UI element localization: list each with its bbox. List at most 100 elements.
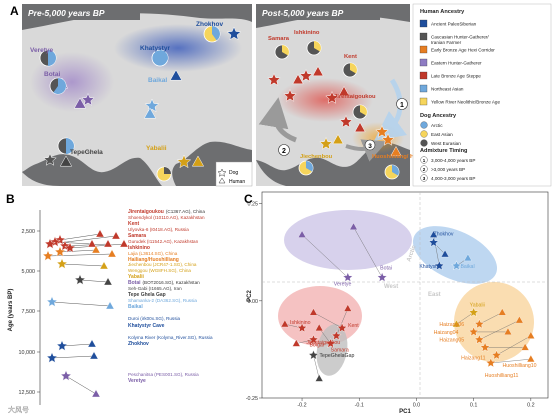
- b-dog-markers: [42, 233, 86, 381]
- b-entry-label: Ulyovka-6 (I0418.AG), Russia: [128, 227, 189, 232]
- legend-dog-title: Dog Ancestry: [420, 113, 457, 119]
- pca-link: [479, 312, 503, 325]
- left-site-tepeghela: TepeGhela: [43, 137, 103, 167]
- timing-marker-2: 2: [278, 144, 290, 156]
- pca-link: [456, 312, 474, 325]
- pca-human-triangle: [498, 308, 507, 316]
- left-site-label: Yabalii: [146, 145, 167, 152]
- left-site-label: Baikal: [148, 77, 167, 84]
- b-entry-label: Seh-Gabi (I1665.AG), Iran: [128, 286, 182, 291]
- b-dog-star: [56, 339, 68, 351]
- legend-panel: Human Ancestry Ancient PaleoSiberian Cauc…: [412, 3, 552, 187]
- pca-ticks: -0.2 -0.1 0.0 0.1 0.2 -0.25 0.00 0.25: [246, 202, 535, 409]
- b-link: [61, 343, 93, 347]
- legend-timing-num: 2: [423, 167, 426, 172]
- pca-dog-star: [434, 260, 445, 271]
- left-site-botai: Botai: [44, 71, 95, 109]
- pca-human-triangle: [526, 354, 535, 363]
- pca-point-label: Huoshilliang10: [503, 363, 537, 369]
- pca-dog-star: [468, 326, 479, 337]
- right-site-jiechenbou: Jiechenbou: [298, 133, 344, 176]
- legend-dog-item: East Asian: [420, 130, 453, 138]
- b-entry-label: Samara: [128, 233, 146, 239]
- hull-purple: [284, 210, 412, 270]
- b-entry-label: Shoendykol (I10110.AG), Kazakhstan: [128, 215, 205, 220]
- pca-human-triangle: [292, 339, 301, 347]
- pca-human-triangle: [452, 319, 461, 328]
- b-entry-label: Yabalii: [128, 274, 144, 280]
- legend-human-label: Caucasian Hunter-Gatherer/Iranian Farmer: [431, 35, 489, 46]
- b-human-triangle: [103, 239, 113, 248]
- b-y-label: Age (years BP): [8, 289, 14, 332]
- pca-link: [296, 339, 314, 344]
- pca-x-tick: -0.2: [297, 403, 306, 409]
- right-map-sites: Samara Ishkinino Kent Jirentaigoukou Jiechen…: [267, 30, 433, 180]
- pca-dog-star: [485, 357, 497, 368]
- hull-orange: [454, 282, 534, 362]
- b-y-tick: 7,500: [22, 309, 36, 315]
- pca-x-tick: -0.1: [355, 403, 364, 409]
- pca-link: [479, 320, 520, 340]
- map-post-5000: Post-5,000 years BP Samara Ishkinino Kent J…: [256, 4, 433, 186]
- pca-dog-star: [468, 306, 479, 317]
- left-site-label: Botai: [44, 71, 60, 78]
- legend-human-label: Early Bronze Age Hexi Corridor: [431, 48, 495, 53]
- hull-grey: [316, 324, 348, 376]
- right-site-kent: Kent: [325, 54, 358, 104]
- b-entry-label: Duroi (irk00x.SG), Russia: [128, 316, 181, 321]
- pca-point-label: Khatystyr: [419, 264, 441, 270]
- b-links: [47, 233, 125, 395]
- map-right-title: Post-5,000 years BP: [262, 8, 344, 18]
- left-site-label: Khatystyr: [140, 45, 170, 52]
- b-y-tick: 12,500: [19, 390, 36, 396]
- pca-frame: [261, 191, 549, 399]
- b-human-triangle: [107, 249, 117, 258]
- legend-timing-num: 3: [423, 176, 426, 181]
- map-left-title: Pre-5,000 years BP: [28, 8, 105, 18]
- left-site-zhokhov: Zhokhov: [196, 21, 242, 43]
- legend-human-item: Eastern Hunter-Gatherer: [419, 58, 482, 67]
- b-entry-label: Kent: [128, 221, 139, 227]
- dog-star-icon: [217, 168, 227, 177]
- faint-label-arctic: Arctic: [406, 244, 418, 263]
- b-entry-label: Veretye: [128, 378, 146, 384]
- faint-label-west: West: [384, 284, 398, 290]
- map-pre-5000: Pre-5,000 years BP Zhokhov Veretye Khatyst…: [22, 4, 253, 187]
- left-site-yabalii: Yabalii: [146, 145, 205, 182]
- svg-text:1: 1: [400, 102, 404, 109]
- b-human-triangle: [99, 261, 109, 270]
- pca-link: [313, 312, 343, 329]
- b-entry-label: Tepe Ghela Gap: [128, 292, 166, 298]
- legend-dog-item: West Eurasian: [420, 139, 461, 147]
- b-link: [65, 375, 97, 395]
- b-entry-label: Ishkinino: [128, 245, 150, 251]
- pca-human-triangle: [440, 249, 450, 258]
- legend-timing-item: 2 >3,000 years BP: [420, 165, 465, 173]
- legend-human-item: Early Bronze Age Hexi Corridor: [419, 45, 495, 54]
- b-link: [64, 243, 109, 247]
- left-site-baikal: Baikal: [143, 77, 167, 119]
- legend-human-item: Late Bronze Age Steppe: [419, 71, 481, 80]
- pca-point-label: Bolgar: [309, 343, 324, 349]
- pca-dog-star: [474, 318, 485, 329]
- legend-timing-item: 3 4,000-3,000 years BP: [420, 174, 475, 182]
- right-site-label: Huoshilliang/ Hailiang: [372, 154, 433, 160]
- svg-text:2: 2: [282, 148, 286, 155]
- pca-dog-star: [428, 237, 439, 247]
- b-labels: Jirentaigoukou (C1367.AG), ChinaShoendyko…: [128, 209, 213, 384]
- b-human-triangle: [111, 231, 121, 240]
- b-human-triangle: [91, 245, 101, 254]
- right-site-huoshilliang: Huoshilliang/ Hailiang: [372, 124, 433, 180]
- right-site-label: Ishkinino: [294, 30, 320, 36]
- right-site-ishkinino: Ishkinino: [294, 30, 324, 82]
- pca-link: [301, 234, 348, 278]
- pca-dog-star: [479, 341, 491, 352]
- legend-human-label: Eastern Hunter-Gatherer: [431, 61, 482, 66]
- b-entry-label: Hailiang/Huoshilliang: [128, 257, 179, 263]
- panel-b-timeline: Age (years BP) 2,500 5,000 7,500 10,000 12,5…: [8, 209, 213, 405]
- b-link: [51, 301, 111, 307]
- pca-human-triangle: [309, 308, 318, 316]
- right-site-label: Jirentaigoukou: [334, 94, 376, 100]
- left-site-label: Zhokhov: [196, 21, 223, 28]
- legend-timing-items: 1 3,000-4,000 years BP 2 >3,000 years BP 3 4,…: [420, 156, 475, 182]
